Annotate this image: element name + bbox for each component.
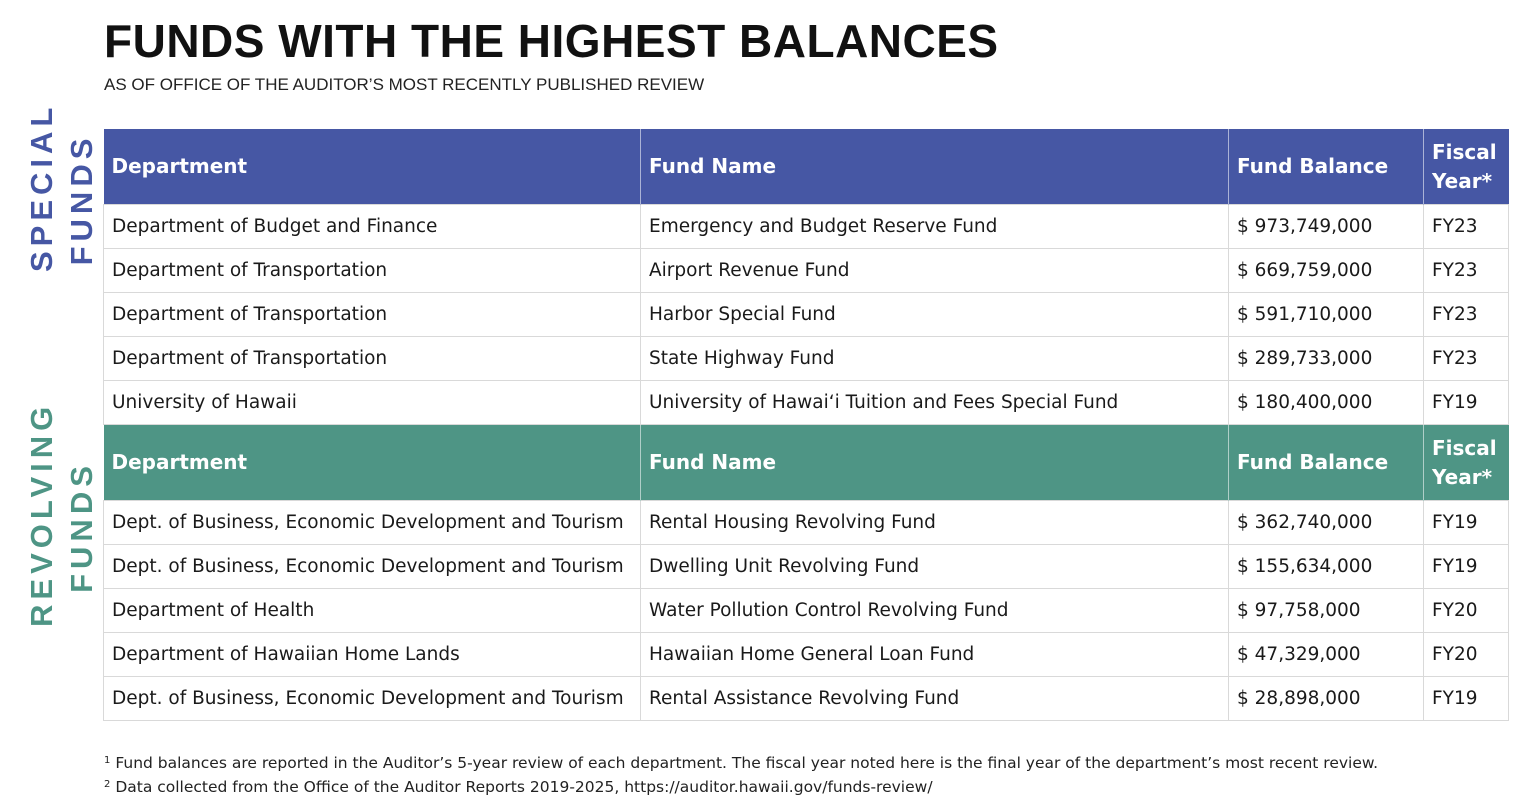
- special-header-row: Department Fund Name Fund Balance Fiscal Ye…: [103, 129, 1509, 205]
- cell-department: University of Hawaii: [103, 380, 641, 425]
- table-row: University of Hawaii University of Hawaiʻ…: [103, 380, 1509, 425]
- cell-fiscal-year: FY23: [1423, 292, 1509, 337]
- cell-department: Department of Transportation: [103, 248, 641, 293]
- column-header-fiscal-year: Fiscal Year*: [1423, 129, 1509, 205]
- cell-department: Dept. of Business, Economic Development …: [103, 544, 641, 589]
- revolving-funds-section: Department Fund Name Fund Balance Fiscal Ye…: [103, 424, 1509, 721]
- cell-fund-balance: $ 47,329,000: [1228, 632, 1424, 677]
- footnote-1: 1 Fund balances are reported in the Audi…: [104, 754, 1379, 772]
- cell-fund-balance: $ 973,749,000: [1228, 204, 1424, 249]
- table-row: Dept. of Business, Economic Development …: [103, 676, 1509, 721]
- cell-fiscal-year: FY20: [1423, 588, 1509, 633]
- table-row: Department of Transportation Harbor Speci…: [103, 292, 1509, 337]
- revolving-label-line2: FUNDS: [64, 461, 99, 593]
- special-funds-section: Department Fund Name Fund Balance Fiscal Ye…: [103, 129, 1509, 425]
- cell-fiscal-year: FY19: [1423, 544, 1509, 589]
- cell-fund-name: Rental Assistance Revolving Fund: [640, 676, 1229, 721]
- column-header-fund-name: Fund Name: [640, 424, 1229, 501]
- table-row: Department of Health Water Pollution Cont…: [103, 588, 1509, 633]
- special-funds-label: SPECIAL FUNDS: [22, 102, 102, 272]
- table-row: Dept. of Business, Economic Development …: [103, 500, 1509, 545]
- cell-fiscal-year: FY19: [1423, 676, 1509, 721]
- revolving-header-row: Department Fund Name Fund Balance Fiscal Ye…: [103, 424, 1509, 501]
- cell-fund-balance: $ 591,710,000: [1228, 292, 1424, 337]
- funds-table: Department Fund Name Fund Balance Fiscal Ye…: [103, 129, 1509, 721]
- cell-department: Dept. of Business, Economic Development …: [103, 676, 641, 721]
- special-label-line2: FUNDS: [64, 133, 99, 266]
- column-header-department: Department: [103, 424, 641, 501]
- special-label-line1: SPECIAL: [24, 102, 59, 272]
- cell-fund-name: Dwelling Unit Revolving Fund: [640, 544, 1229, 589]
- revolving-label-line1: REVOLVING: [24, 401, 59, 627]
- table-row: Department of Hawaiian Home Lands Hawaiia…: [103, 632, 1509, 677]
- cell-fund-name: Rental Housing Revolving Fund: [640, 500, 1229, 545]
- cell-fund-balance: $ 155,634,000: [1228, 544, 1424, 589]
- column-header-fund-name: Fund Name: [640, 129, 1229, 205]
- revolving-funds-label: REVOLVING FUNDS: [22, 401, 102, 627]
- cell-fund-name: Water Pollution Control Revolving Fund: [640, 588, 1229, 633]
- cell-department: Department of Hawaiian Home Lands: [103, 632, 641, 677]
- cell-department: Dept. of Business, Economic Development …: [103, 500, 641, 545]
- column-header-fund-balance: Fund Balance: [1228, 424, 1424, 501]
- column-header-department: Department: [103, 129, 641, 205]
- cell-department: Department of Budget and Finance: [103, 204, 641, 249]
- footnotes: 1 Fund balances are reported in the Audi…: [104, 750, 1378, 798]
- table-row: Department of Transportation State Highwa…: [103, 336, 1509, 381]
- cell-fund-name: Airport Revenue Fund: [640, 248, 1229, 293]
- cell-fund-balance: $ 180,400,000: [1228, 380, 1424, 425]
- cell-fund-name: State Highway Fund: [640, 336, 1229, 381]
- cell-fund-name: University of Hawaiʻi Tuition and Fees S…: [640, 380, 1229, 425]
- cell-fiscal-year: FY19: [1423, 380, 1509, 425]
- cell-fund-balance: $ 289,733,000: [1228, 336, 1424, 381]
- column-header-fund-balance: Fund Balance: [1228, 129, 1424, 205]
- cell-department: Department of Transportation: [103, 336, 641, 381]
- cell-department: Department of Health: [103, 588, 641, 633]
- cell-fund-balance: $ 362,740,000: [1228, 500, 1424, 545]
- table-row: Department of Transportation Airport Reve…: [103, 248, 1509, 293]
- page-subtitle: AS OF OFFICE OF THE AUDITOR’S MOST RECEN…: [104, 75, 705, 94]
- cell-fiscal-year: FY23: [1423, 204, 1509, 249]
- cell-fund-balance: $ 669,759,000: [1228, 248, 1424, 293]
- page-title: FUNDS WITH THE HIGHEST BALANCES: [104, 15, 999, 67]
- cell-fiscal-year: FY23: [1423, 336, 1509, 381]
- cell-fiscal-year: FY23: [1423, 248, 1509, 293]
- cell-fund-name: Emergency and Budget Reserve Fund: [640, 204, 1229, 249]
- column-header-fiscal-year: Fiscal Year*: [1423, 424, 1509, 501]
- cell-department: Department of Transportation: [103, 292, 641, 337]
- table-row: Department of Budget and Finance Emergenc…: [103, 204, 1509, 249]
- table-row: Dept. of Business, Economic Development …: [103, 544, 1509, 589]
- cell-fund-name: Hawaiian Home General Loan Fund: [640, 632, 1229, 677]
- footnote-2: 2 Data collected from the Office of the …: [104, 778, 933, 796]
- cell-fiscal-year: FY20: [1423, 632, 1509, 677]
- cell-fund-balance: $ 97,758,000: [1228, 588, 1424, 633]
- cell-fund-balance: $ 28,898,000: [1228, 676, 1424, 721]
- cell-fiscal-year: FY19: [1423, 500, 1509, 545]
- cell-fund-name: Harbor Special Fund: [640, 292, 1229, 337]
